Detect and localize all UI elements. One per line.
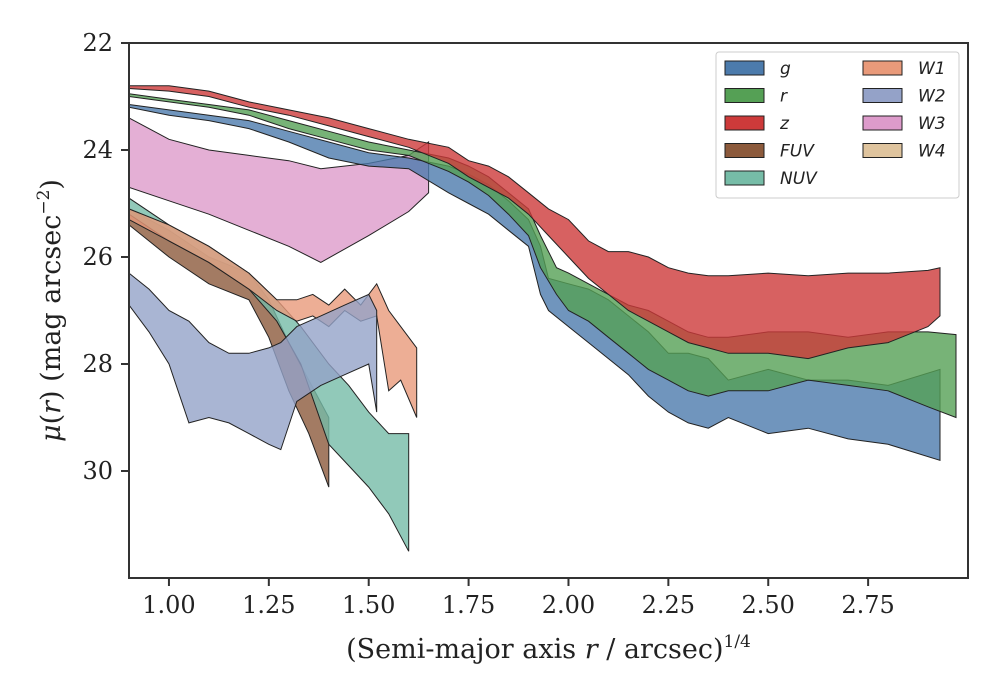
legend-label: W2 [918,87,946,107]
x-tick-label: 2.75 [841,591,894,619]
band-w2 [129,272,378,451]
x-axis: 1.00 1.25 1.50 1.75 2.00 2.25 2.50 2.75 [142,578,895,619]
x-tick-label: 1.75 [442,591,495,619]
y-axis-label: μ(r) (mag arcsec−2) [34,179,67,442]
legend-swatch [724,88,765,103]
legend-label: FUV [780,142,815,162]
legend-item-w4: W4 [862,142,946,162]
x-axis-label: (Semi-major axis r / arcsec)1/4 [346,632,751,665]
y-tick-label: 26 [82,243,113,271]
x-tick-label: 2.25 [642,591,695,619]
legend-swatch [724,115,765,131]
legend-item-nuv: NUV [724,169,818,189]
legend-item-w1: W1 [862,59,946,79]
legend-item-g: g [724,59,791,79]
legend-label: W4 [918,142,946,162]
x-tick-label: 2.50 [742,591,795,619]
plot-frame [128,42,969,579]
legend-swatch [862,115,903,131]
x-tick-label: 1.00 [142,591,195,619]
legend-label: W3 [918,114,946,134]
y-tick-label: 22 [82,29,113,57]
legend-label: z [779,114,790,134]
legend-label: W1 [918,59,946,79]
legend-label: NUV [780,169,818,189]
y-tick-label: 24 [82,136,113,164]
legend-item-fuv: FUV [724,142,815,162]
x-tick-label: 1.25 [242,591,295,619]
legend-swatch [724,60,765,76]
legend-swatch [862,60,903,76]
legend-label: r [780,87,788,107]
legend-swatch [724,143,765,158]
band-z [129,85,941,360]
series-bands [129,85,957,552]
x-tick-label: 2.00 [542,591,595,619]
legend-item-z: z [724,114,790,134]
y-axis: 22 24 26 28 30 [82,29,129,485]
legend-item-w3: W3 [862,114,946,134]
x-tick-label: 1.50 [342,591,395,619]
y-tick-label: 30 [82,457,113,485]
band-w3 [129,117,430,263]
legend-item-w2: W2 [862,87,946,107]
y-tick-label: 28 [82,350,113,378]
legend-label: g [780,59,791,79]
legend: grz FUV NUV W1 W2 W3 W4 [715,51,960,199]
legend-item-r: r [724,87,788,107]
legend-swatch [862,88,903,103]
legend-swatch [724,170,765,186]
legend-swatch [862,143,903,158]
